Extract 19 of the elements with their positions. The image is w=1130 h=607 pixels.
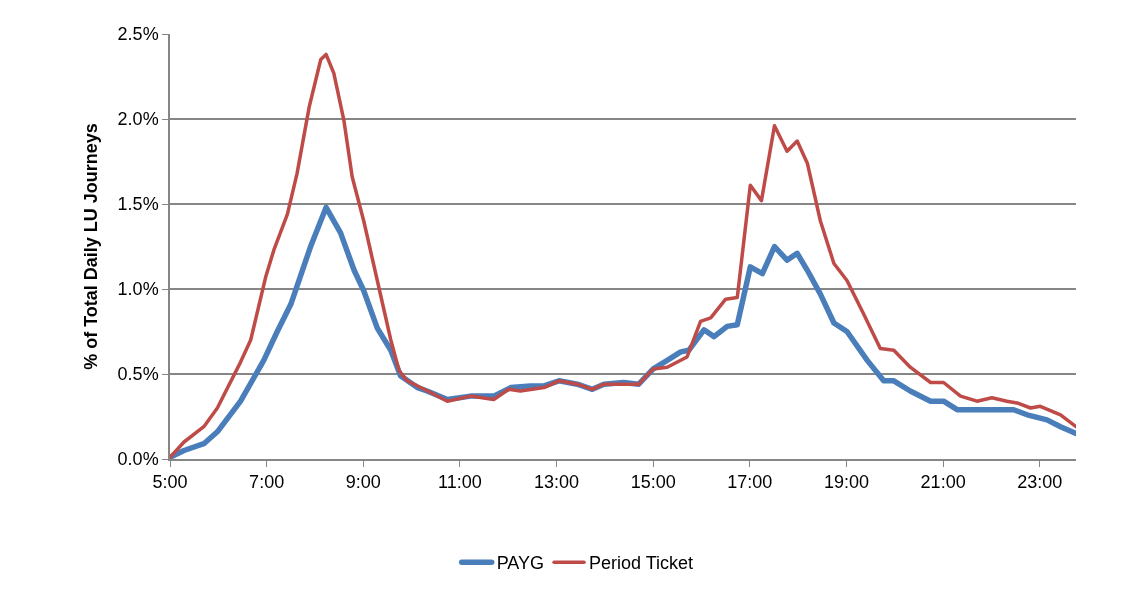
y-tick-label: 1.5%: [117, 194, 159, 215]
x-tick-label: 17:00: [727, 472, 773, 493]
y-tick-label: 2.0%: [117, 109, 159, 130]
x-tick-label: 11:00: [438, 472, 482, 493]
y-tick-label: 0.5%: [117, 364, 159, 385]
x-tick-label: 15:00: [630, 472, 676, 493]
y-tick-label: 2.5%: [117, 24, 159, 45]
legend-label: PAYG: [496, 553, 545, 574]
x-tick-label: 9:00: [345, 472, 381, 493]
x-tick-label: 13:00: [534, 472, 580, 493]
x-tick-label: 7:00: [249, 472, 285, 493]
x-tick-label: 19:00: [823, 472, 869, 493]
x-tick-label: 5:00: [152, 472, 188, 493]
y-tick-label: 1.0%: [117, 279, 159, 300]
x-tick-label: 23:00: [1017, 472, 1063, 493]
y-axis-title: % of Total Daily LU Journeys: [81, 123, 102, 370]
y-tick-label: 0.0%: [117, 449, 159, 470]
x-tick-label: 21:00: [920, 472, 966, 493]
legend-label: Period Ticket: [589, 553, 694, 574]
